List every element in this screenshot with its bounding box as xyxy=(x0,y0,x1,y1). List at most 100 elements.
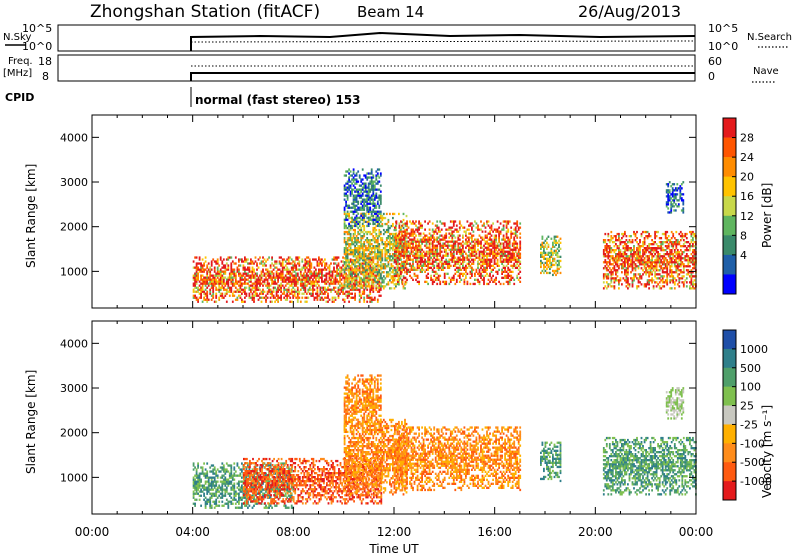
echo-cell xyxy=(346,296,349,299)
echo-cell xyxy=(505,222,508,225)
echo-cell xyxy=(661,279,664,282)
echo-cell xyxy=(230,282,233,285)
echo-cell xyxy=(664,263,667,266)
echo-cell xyxy=(645,263,647,266)
echo-cell xyxy=(405,235,408,238)
echo-cell xyxy=(343,257,346,260)
echo-cell xyxy=(397,250,399,253)
echo-cell xyxy=(206,282,209,285)
echo-cell xyxy=(290,272,293,275)
echo-cell xyxy=(298,260,301,263)
echo-cell xyxy=(633,277,635,280)
echo-cell xyxy=(403,254,405,257)
echo-cell xyxy=(281,278,284,281)
echo-cell xyxy=(687,259,690,262)
echo-cell xyxy=(439,260,442,263)
echo-cell xyxy=(693,267,696,270)
echo-cell xyxy=(361,253,364,256)
echo-cell xyxy=(358,222,361,226)
echo-cell xyxy=(395,224,397,228)
echo-cell xyxy=(204,280,207,283)
echo-cell xyxy=(663,261,666,264)
echo-cell xyxy=(510,234,513,237)
echo-cell xyxy=(460,268,463,271)
echo-cell xyxy=(218,282,221,285)
echo-cell xyxy=(278,276,281,279)
echo-cell xyxy=(445,258,448,261)
echo-cell xyxy=(361,224,364,228)
echo-cell xyxy=(555,251,557,254)
echo-cell xyxy=(507,230,510,233)
echo-cell xyxy=(313,266,316,269)
echo-cell xyxy=(293,282,296,285)
echo-cell xyxy=(299,284,302,287)
echo-cell xyxy=(351,296,353,299)
echo-cell xyxy=(318,264,320,267)
echo-cell xyxy=(325,288,328,291)
echo-cell xyxy=(484,258,487,261)
echo-cell xyxy=(404,232,407,235)
echo-cell xyxy=(219,270,222,273)
echo-cell xyxy=(250,258,252,261)
echo-cell xyxy=(204,282,207,285)
echo-cell xyxy=(463,258,466,261)
echo-cell xyxy=(636,287,638,290)
echo-cell xyxy=(416,268,419,271)
echo-cell xyxy=(233,294,236,297)
echo-cell xyxy=(607,255,610,258)
echo-cell xyxy=(398,277,400,280)
echo-cell xyxy=(643,265,646,268)
echo-cell xyxy=(399,269,402,272)
echo-cell xyxy=(415,268,417,271)
echo-cell xyxy=(221,284,224,287)
echo-cell xyxy=(392,257,394,260)
echo-cell xyxy=(418,242,420,245)
echo-cell xyxy=(241,278,243,281)
echo-cell xyxy=(507,252,510,255)
echo-cell xyxy=(244,258,246,261)
echo-cell xyxy=(251,296,254,299)
echo-cell xyxy=(360,277,363,280)
echo-cell xyxy=(212,288,215,291)
echo-cell xyxy=(431,242,434,245)
echo-cell xyxy=(667,253,670,256)
echo-cell xyxy=(274,276,276,279)
echo-cell xyxy=(387,273,390,276)
echo-cell xyxy=(346,276,349,279)
echo-cell xyxy=(642,261,644,264)
echo-cell xyxy=(679,261,682,264)
echo-cell xyxy=(507,266,510,269)
echo-cell xyxy=(621,232,623,236)
echo-cell xyxy=(627,263,629,266)
echo-cell xyxy=(495,244,497,247)
echo-cell xyxy=(305,266,308,269)
echo-cell xyxy=(378,282,381,285)
echo-cell xyxy=(358,251,361,254)
echo-cell xyxy=(448,266,451,269)
echo-cell xyxy=(436,256,439,259)
freq-panel-frame xyxy=(57,54,696,82)
echo-cell xyxy=(290,278,293,281)
echo-cell xyxy=(403,230,405,233)
echo-cell xyxy=(234,280,237,283)
echo-cell xyxy=(412,260,414,263)
echo-cell xyxy=(390,263,393,266)
echo-cell xyxy=(636,230,638,234)
echo-cell xyxy=(475,240,478,243)
echo-cell xyxy=(625,261,628,264)
echo-cell xyxy=(687,273,690,276)
echo-cell xyxy=(346,259,349,262)
echo-cell xyxy=(343,208,346,211)
echo-cell xyxy=(254,276,257,279)
echo-cell xyxy=(375,247,378,250)
echo-cell xyxy=(254,292,257,295)
echo-cell xyxy=(624,265,626,268)
echo-cell xyxy=(664,279,667,282)
echo-cell xyxy=(652,255,655,258)
echo-cell xyxy=(406,278,408,281)
echo-cell xyxy=(556,267,559,271)
echo-cell xyxy=(399,263,402,266)
echo-cell xyxy=(425,274,428,277)
echo-cell xyxy=(449,234,452,237)
echo-cell xyxy=(384,247,387,250)
